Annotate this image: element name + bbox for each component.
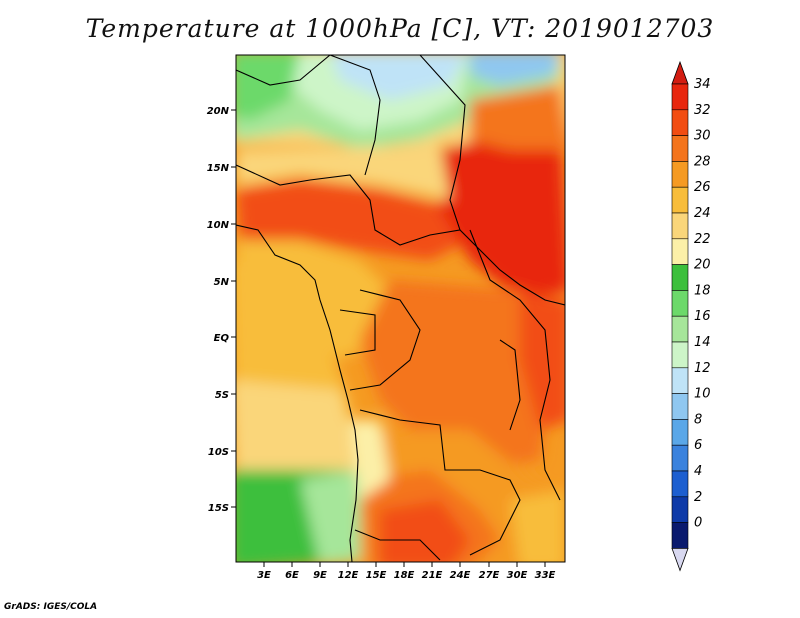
colorbar-label: 4 bbox=[694, 464, 702, 479]
lat-label: 15N bbox=[207, 163, 230, 174]
colorbar-label: 30 bbox=[694, 129, 711, 144]
colorbar-segment bbox=[671, 161, 689, 188]
lon-label: 24E bbox=[450, 570, 471, 581]
colorbar-segment bbox=[671, 315, 689, 343]
colorbar-segment bbox=[671, 238, 689, 265]
colorbar-label: 16 bbox=[694, 309, 711, 324]
grads-credit: GrADS: IGES/COLA bbox=[4, 602, 98, 612]
map-title: Temperature at 1000hPa [C], VT: 20190127… bbox=[85, 14, 715, 43]
lat-label: 10N bbox=[207, 220, 230, 231]
colorbar-segment bbox=[671, 341, 689, 369]
lon-label: 9E bbox=[313, 570, 327, 581]
colorbar-segment bbox=[671, 212, 689, 240]
lon-label: 15E bbox=[366, 570, 387, 581]
colorbar-label: 2 bbox=[694, 490, 702, 505]
colorbar-segment bbox=[671, 522, 689, 549]
colorbar-segment bbox=[671, 367, 689, 394]
colorbar-segment bbox=[671, 470, 689, 498]
lon-label: 21E bbox=[422, 570, 443, 581]
colorbar-top-arrow bbox=[671, 60, 689, 85]
colorbar-label: 32 bbox=[694, 103, 711, 118]
map-frame bbox=[235, 54, 566, 563]
lat-label: 20N bbox=[207, 106, 230, 117]
country-borders bbox=[236, 55, 565, 562]
colorbar-label: 18 bbox=[694, 283, 711, 298]
colorbar-segment bbox=[671, 444, 689, 472]
lon-label: 3E bbox=[257, 570, 271, 581]
lon-label: 12E bbox=[338, 570, 359, 581]
colorbar-segment bbox=[671, 393, 689, 420]
colorbar-label: 12 bbox=[694, 361, 711, 376]
lon-label: 33E bbox=[535, 570, 556, 581]
colorbar-label: 6 bbox=[694, 438, 702, 453]
colorbar-segment bbox=[671, 83, 689, 111]
colorbar-label: 24 bbox=[694, 206, 711, 221]
colorbar-segment bbox=[671, 290, 689, 317]
colorbar-label: 8 bbox=[694, 412, 702, 427]
colorbar-label: 0 bbox=[694, 516, 702, 531]
colorbar-label: 28 bbox=[694, 154, 711, 169]
lon-label: 18E bbox=[394, 570, 415, 581]
temperature-field bbox=[236, 55, 565, 562]
colorbar-bottom-arrow bbox=[671, 548, 689, 572]
lat-label: 10S bbox=[208, 447, 229, 458]
colorbar-segment bbox=[671, 186, 689, 214]
longitude-ticks bbox=[263, 562, 546, 567]
lon-label: 6E bbox=[285, 570, 299, 581]
lat-label: 5S bbox=[215, 390, 229, 401]
lat-label: 5N bbox=[214, 277, 230, 288]
colorbar-label: 20 bbox=[694, 258, 711, 273]
colorbar-segment bbox=[671, 109, 689, 136]
lon-label: 30E bbox=[507, 570, 528, 581]
colorbar-segment bbox=[671, 419, 689, 446]
colorbar-label: 10 bbox=[694, 387, 711, 402]
colorbar-segment bbox=[671, 135, 689, 162]
colorbar-label: 14 bbox=[694, 335, 711, 350]
lat-label: 15S bbox=[208, 503, 229, 514]
lat-label: EQ bbox=[214, 333, 230, 344]
colorbar-label: 22 bbox=[694, 232, 711, 247]
latitude-ticks bbox=[231, 109, 236, 508]
colorbar-segment bbox=[671, 264, 689, 291]
colorbar-label: 34 bbox=[694, 77, 711, 92]
colorbar-label: 26 bbox=[694, 180, 711, 195]
lon-label: 27E bbox=[479, 570, 500, 581]
colorbar-segment bbox=[671, 496, 689, 523]
